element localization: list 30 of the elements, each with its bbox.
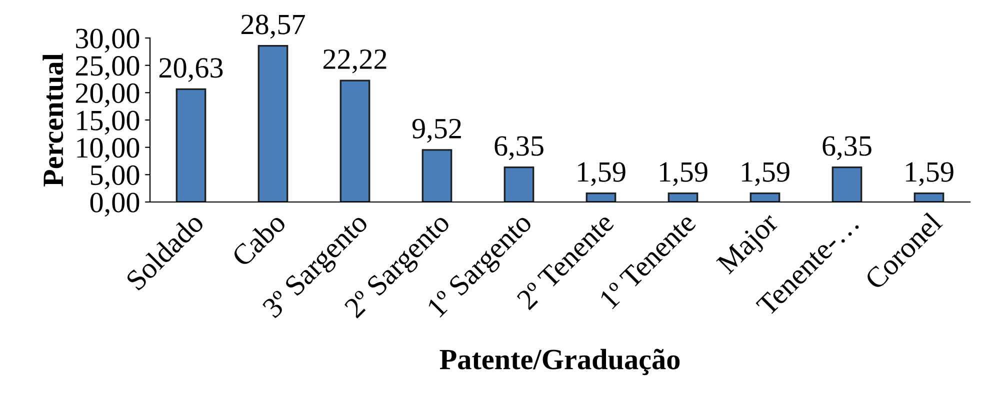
data-label: 20,63 [159, 58, 223, 82]
bar [750, 192, 780, 202]
data-label: 9,52 [412, 118, 461, 143]
y-tick-label: 30,00 [76, 28, 140, 53]
bar [258, 44, 288, 202]
y-tick-label: 0,00 [90, 192, 140, 217]
bar [668, 192, 698, 202]
data-label: 1,59 [906, 162, 954, 186]
bar [340, 80, 370, 202]
y-tick-label: 10,00 [77, 138, 140, 162]
data-label: 1,59 [660, 162, 708, 186]
bar [586, 192, 616, 202]
bar [832, 166, 862, 202]
data-label: 28,57 [241, 14, 305, 39]
data-label: 6,35 [494, 136, 544, 160]
bar [504, 166, 534, 202]
data-label: 1,59 [742, 162, 790, 186]
data-label: 22,22 [323, 49, 386, 74]
x-tick-label: Cabo [230, 211, 287, 268]
bar [176, 88, 206, 202]
bar [914, 192, 944, 202]
y-tick-label: 20,00 [76, 83, 140, 108]
data-label: 6,35 [822, 136, 872, 160]
y-tick-label: 25,00 [76, 56, 140, 80]
x-axis-title: Patente/Graduação [440, 348, 680, 376]
data-label: 1,59 [578, 162, 626, 186]
y-tick-label: 5,00 [90, 165, 140, 190]
y-tick-label: 15,00 [77, 110, 140, 135]
bar [422, 149, 452, 202]
y-axis-title: Percentual [42, 54, 64, 186]
